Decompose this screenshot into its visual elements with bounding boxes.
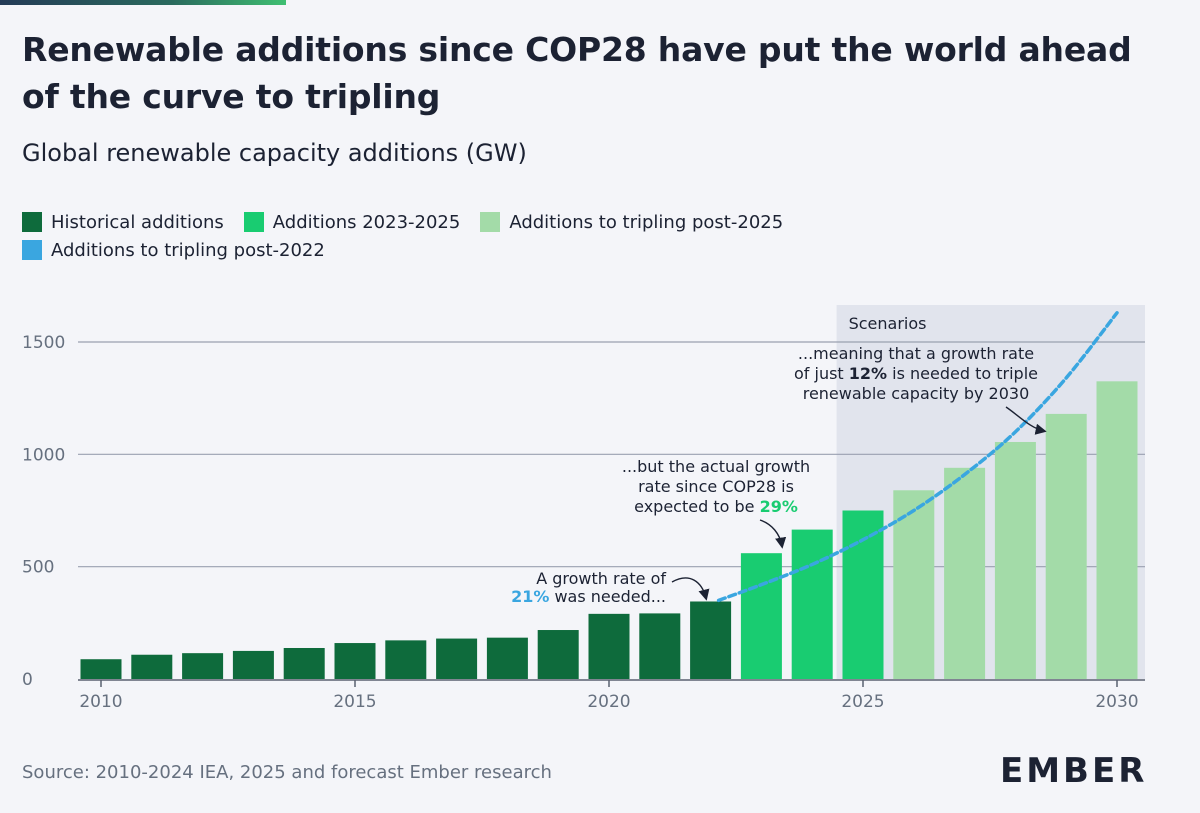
legend-label-additions-2023-2025: Additions 2023-2025: [272, 211, 461, 233]
bar-2010: [80, 659, 122, 679]
scenario-band: [836, 305, 1145, 679]
legend-item-tripling-post-2025: Additions to tripling post-2025: [480, 212, 783, 233]
bar-2017: [436, 638, 478, 679]
annotation-arrow-a2: [759, 519, 787, 549]
bar-2020: [588, 613, 630, 679]
legend-item-historical: Historical additions: [22, 212, 224, 233]
annotation-arrow-a1: [671, 577, 710, 601]
legend-item-tripling-post-2022: Additions to tripling post-2022: [22, 240, 325, 261]
annotation-text-segment: ...meaning that a growth rate: [798, 344, 1034, 363]
ember-logo: EMBER: [1000, 751, 1148, 791]
bar-2026: [893, 490, 935, 679]
legend: Historical additions Additions 2023-2025…: [22, 208, 1172, 264]
bar-2027: [944, 467, 986, 679]
bar-2011: [131, 654, 173, 679]
annotation-text-segment: ...but the actual growth: [622, 457, 810, 476]
bar-2018: [486, 637, 528, 679]
annotation-text-segment: renewable capacity by 2030: [803, 384, 1030, 403]
annotation-a1: A growth rate of 21% was needed...: [511, 569, 666, 606]
bar-2030: [1096, 381, 1138, 679]
legend-label-tripling-post-2022: Additions to tripling post-2022: [51, 239, 325, 261]
y-tick-label: 1500: [22, 333, 65, 353]
bar-2024: [791, 529, 833, 679]
annotation-text-segment: of just: [794, 364, 849, 383]
legend-swatch-historical: [22, 212, 42, 232]
x-tick-label: 2010: [79, 692, 122, 712]
annotation-text-segment: 12%: [849, 364, 887, 383]
bar-2022: [690, 601, 732, 679]
bar-2016: [385, 640, 427, 679]
annotation-a3: ...meaning that a growth rate of just 12%…: [794, 344, 1038, 403]
annotation-text-segment: was needed...: [549, 587, 666, 606]
x-tick-label: 2025: [841, 692, 884, 712]
annotation-text-segment: 29%: [760, 497, 798, 516]
top-accent-bar: [0, 0, 286, 5]
source-note: Source: 2010-2024 IEA, 2025 and forecast…: [22, 762, 552, 783]
bar-2021: [639, 613, 681, 679]
legend-swatch-tripling-post-2022: [22, 240, 42, 260]
legend-item-additions-2023-2025: Additions 2023-2025: [243, 211, 461, 233]
bar-2014: [283, 647, 325, 679]
annotation-text-segment: A growth rate of: [536, 569, 666, 588]
chart-subtitle: Global renewable capacity additions (GW): [22, 139, 527, 167]
legend-label-historical: Historical additions: [51, 211, 224, 233]
annotation-a2: ...but the actual growth rate since COP28…: [622, 457, 810, 516]
bar-2023: [740, 553, 782, 679]
chart-title: Renewable additions since COP28 have put…: [22, 30, 1132, 116]
annotation-arrow-a3: [1005, 406, 1047, 435]
bar-2025: [842, 510, 884, 679]
x-tick-label: 2030: [1095, 692, 1138, 712]
bar-2015: [334, 643, 376, 679]
y-tick-label: 0: [22, 670, 33, 690]
x-tick-label: 2020: [587, 692, 630, 712]
tripling-line-post-2022: [716, 311, 1119, 603]
y-tick-label: 500: [22, 558, 54, 578]
annotation-text-segment: is needed to triple: [887, 364, 1038, 383]
legend-label-tripling-post-2025: Additions to tripling post-2025: [509, 211, 784, 233]
legend-swatch-tripling-post-2025: [480, 212, 501, 232]
bar-2012: [182, 653, 224, 679]
annotation-text-segment: rate since COP28 is: [638, 477, 794, 496]
bar-2013: [232, 650, 274, 679]
x-tick-label: 2015: [333, 692, 376, 712]
bar-2029: [1045, 413, 1087, 679]
y-tick-label: 1000: [22, 445, 65, 465]
legend-swatch-additions-2023-2025: [243, 212, 264, 232]
scenario-label: Scenarios: [849, 314, 927, 333]
bar-2028: [994, 441, 1036, 679]
bar-2019: [537, 630, 579, 679]
annotation-text-segment: expected to be: [634, 497, 759, 516]
annotation-text-segment: 21%: [511, 587, 549, 606]
